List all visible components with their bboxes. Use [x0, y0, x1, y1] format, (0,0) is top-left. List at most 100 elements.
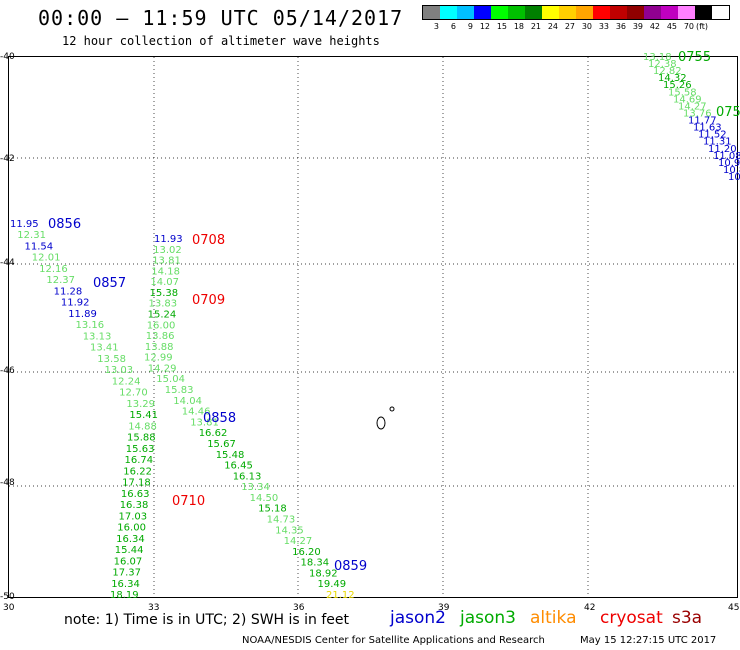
color-scale-tick: 18	[513, 22, 524, 31]
swh-value: 11.52	[698, 130, 727, 141]
swh-value: 17.03	[119, 511, 148, 522]
swh-value: 16.62	[199, 428, 228, 439]
lon-label: 45	[728, 603, 740, 613]
swh-value: 16.20	[292, 547, 321, 558]
swh-value: 21.12	[326, 590, 355, 601]
swh-value: 13.29	[126, 399, 155, 410]
island-outline	[376, 416, 386, 430]
color-swatch	[525, 6, 542, 19]
swh-value: 13.16	[76, 320, 105, 331]
lat-label: -48	[0, 478, 15, 488]
lat-label: -46	[0, 366, 15, 376]
pass-time-label: 0709	[192, 293, 225, 308]
swh-value: 14.29	[148, 364, 177, 375]
swh-value: 13.81	[190, 417, 219, 428]
swh-value: 15.44	[115, 545, 144, 556]
swh-value: 11.77	[688, 116, 717, 127]
legend-jason2: jason2	[390, 608, 446, 628]
pass-time-label: 0859	[334, 559, 367, 574]
swh-value: 17.18	[122, 478, 151, 489]
lat-label: -50	[0, 592, 15, 602]
swh-value: 14.18	[151, 266, 180, 277]
swh-value: 14.50	[250, 493, 279, 504]
pass-time-label: 0856	[48, 217, 81, 232]
color-scale-tick: 39	[632, 22, 643, 31]
color-swatch	[491, 6, 508, 19]
swh-value: 13.18	[643, 52, 672, 63]
pass-time-label: 0858	[203, 411, 236, 426]
swh-value: 16.07	[114, 556, 143, 567]
lon-label: 39	[438, 603, 450, 613]
color-scale-tick: 27	[564, 22, 575, 31]
swh-value: 16.22	[123, 466, 152, 477]
swh-value: 15.24	[148, 310, 177, 321]
lat-label: -42	[0, 154, 15, 164]
swh-value: 11.31	[703, 137, 732, 148]
swh-value: 16.34	[116, 534, 145, 545]
color-swatch	[661, 6, 678, 19]
swh-value: 13.86	[146, 331, 175, 342]
swh-value: 12.31	[17, 230, 46, 241]
legend-s3a: s3a	[672, 608, 703, 628]
color-swatch	[457, 6, 474, 19]
pass-time-label: 0755	[678, 50, 711, 65]
swh-value: 16.74	[125, 455, 154, 466]
color-scale-swatches	[422, 5, 730, 20]
color-scale-tick: 42	[649, 22, 660, 31]
color-scale: 3 6 9 12 15 18 21 24 27 30 33 36 39 42 45 70 (ft)	[422, 5, 730, 31]
swh-value: 13.81	[152, 256, 181, 267]
color-swatch	[542, 6, 559, 19]
swh-value: 18.92	[309, 568, 338, 579]
swh-value: 16.45	[224, 461, 253, 472]
swh-value: 11.63	[693, 123, 722, 134]
swh-value: 14.35	[275, 525, 304, 536]
color-scale-tick: 30	[581, 22, 592, 31]
color-swatch	[627, 6, 644, 19]
swh-value: 16.00	[117, 523, 146, 534]
swh-value: 15.41	[129, 410, 158, 421]
lat-label: -40	[0, 52, 15, 62]
swh-value: 16.00	[147, 320, 176, 331]
swh-value: 14.27	[678, 101, 707, 112]
swh-value: 13.13	[83, 331, 112, 342]
color-scale-tick: 33	[598, 22, 609, 31]
swh-value: 14.32	[658, 73, 687, 84]
lon-label: 36	[293, 603, 305, 613]
color-scale-tick: 21	[530, 22, 541, 31]
swh-value: 10.97	[718, 158, 740, 169]
swh-value: 18.34	[301, 558, 330, 569]
map-title: 00:00 – 11:59 UTC 05/14/2017	[38, 6, 404, 30]
color-swatch	[423, 6, 440, 19]
swh-value: 12.38	[648, 59, 677, 70]
swh-value: 13.58	[97, 354, 126, 365]
swh-value: 11.20	[708, 144, 737, 155]
swh-value: 15.48	[216, 450, 245, 461]
map-subtitle: 12 hour collection of altimeter wave hei…	[62, 34, 380, 48]
swh-value: 15.04	[156, 374, 185, 385]
color-scale-tick: 70	[683, 22, 694, 31]
swh-value: 16.63	[121, 489, 150, 500]
pass-time-label: 075	[716, 105, 740, 120]
swh-value: 11.92	[61, 298, 90, 309]
color-swatch	[576, 6, 593, 19]
swh-value: 15.88	[127, 433, 156, 444]
swh-value: 12.99	[144, 353, 173, 364]
color-swatch	[644, 6, 661, 19]
color-swatch	[695, 6, 712, 19]
footer-timestamp: May 15 12:27:15 UTC 2017	[580, 635, 717, 646]
legend-cryosat: cryosat	[600, 608, 663, 628]
swh-value: 12.01	[32, 253, 61, 264]
color-swatch	[474, 6, 491, 19]
swh-value: 14.69	[673, 94, 702, 105]
swh-value: 13.02	[153, 245, 182, 256]
color-scale-tick: 9	[467, 22, 473, 31]
pass-time-label: 0857	[93, 276, 126, 291]
color-swatch	[508, 6, 525, 19]
swh-value: 13.34	[241, 482, 270, 493]
swh-value: 12.16	[39, 264, 68, 275]
color-swatch	[593, 6, 610, 19]
swh-value: 15.83	[165, 385, 194, 396]
swh-value: 11.54	[25, 242, 54, 253]
swh-value: 17.37	[112, 568, 141, 579]
